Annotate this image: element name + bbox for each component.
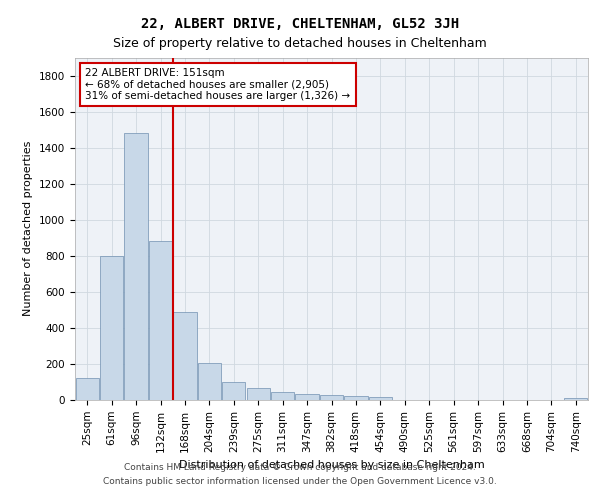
Bar: [149, 242, 172, 400]
Bar: [564, 398, 587, 400]
Text: 22 ALBERT DRIVE: 151sqm
← 68% of detached houses are smaller (2,905)
31% of semi: 22 ALBERT DRIVE: 151sqm ← 68% of detache…: [85, 68, 350, 101]
Y-axis label: Number of detached properties: Number of detached properties: [23, 141, 34, 316]
Bar: [100, 256, 123, 400]
Text: Size of property relative to detached houses in Cheltenham: Size of property relative to detached ho…: [113, 38, 487, 51]
Bar: [344, 396, 368, 400]
Text: 22, ALBERT DRIVE, CHELTENHAM, GL52 3JH: 22, ALBERT DRIVE, CHELTENHAM, GL52 3JH: [141, 18, 459, 32]
Text: Contains HM Land Registry data © Crown copyright and database right 2024.: Contains HM Land Registry data © Crown c…: [124, 464, 476, 472]
Bar: [247, 388, 270, 400]
Bar: [124, 133, 148, 400]
Bar: [369, 398, 392, 400]
Bar: [222, 382, 245, 400]
Bar: [295, 394, 319, 400]
Bar: [271, 392, 294, 400]
Bar: [198, 363, 221, 400]
Text: Contains public sector information licensed under the Open Government Licence v3: Contains public sector information licen…: [103, 477, 497, 486]
X-axis label: Distribution of detached houses by size in Cheltenham: Distribution of detached houses by size …: [179, 460, 484, 470]
Bar: [76, 378, 99, 400]
Bar: [320, 394, 343, 400]
Bar: [173, 312, 197, 400]
